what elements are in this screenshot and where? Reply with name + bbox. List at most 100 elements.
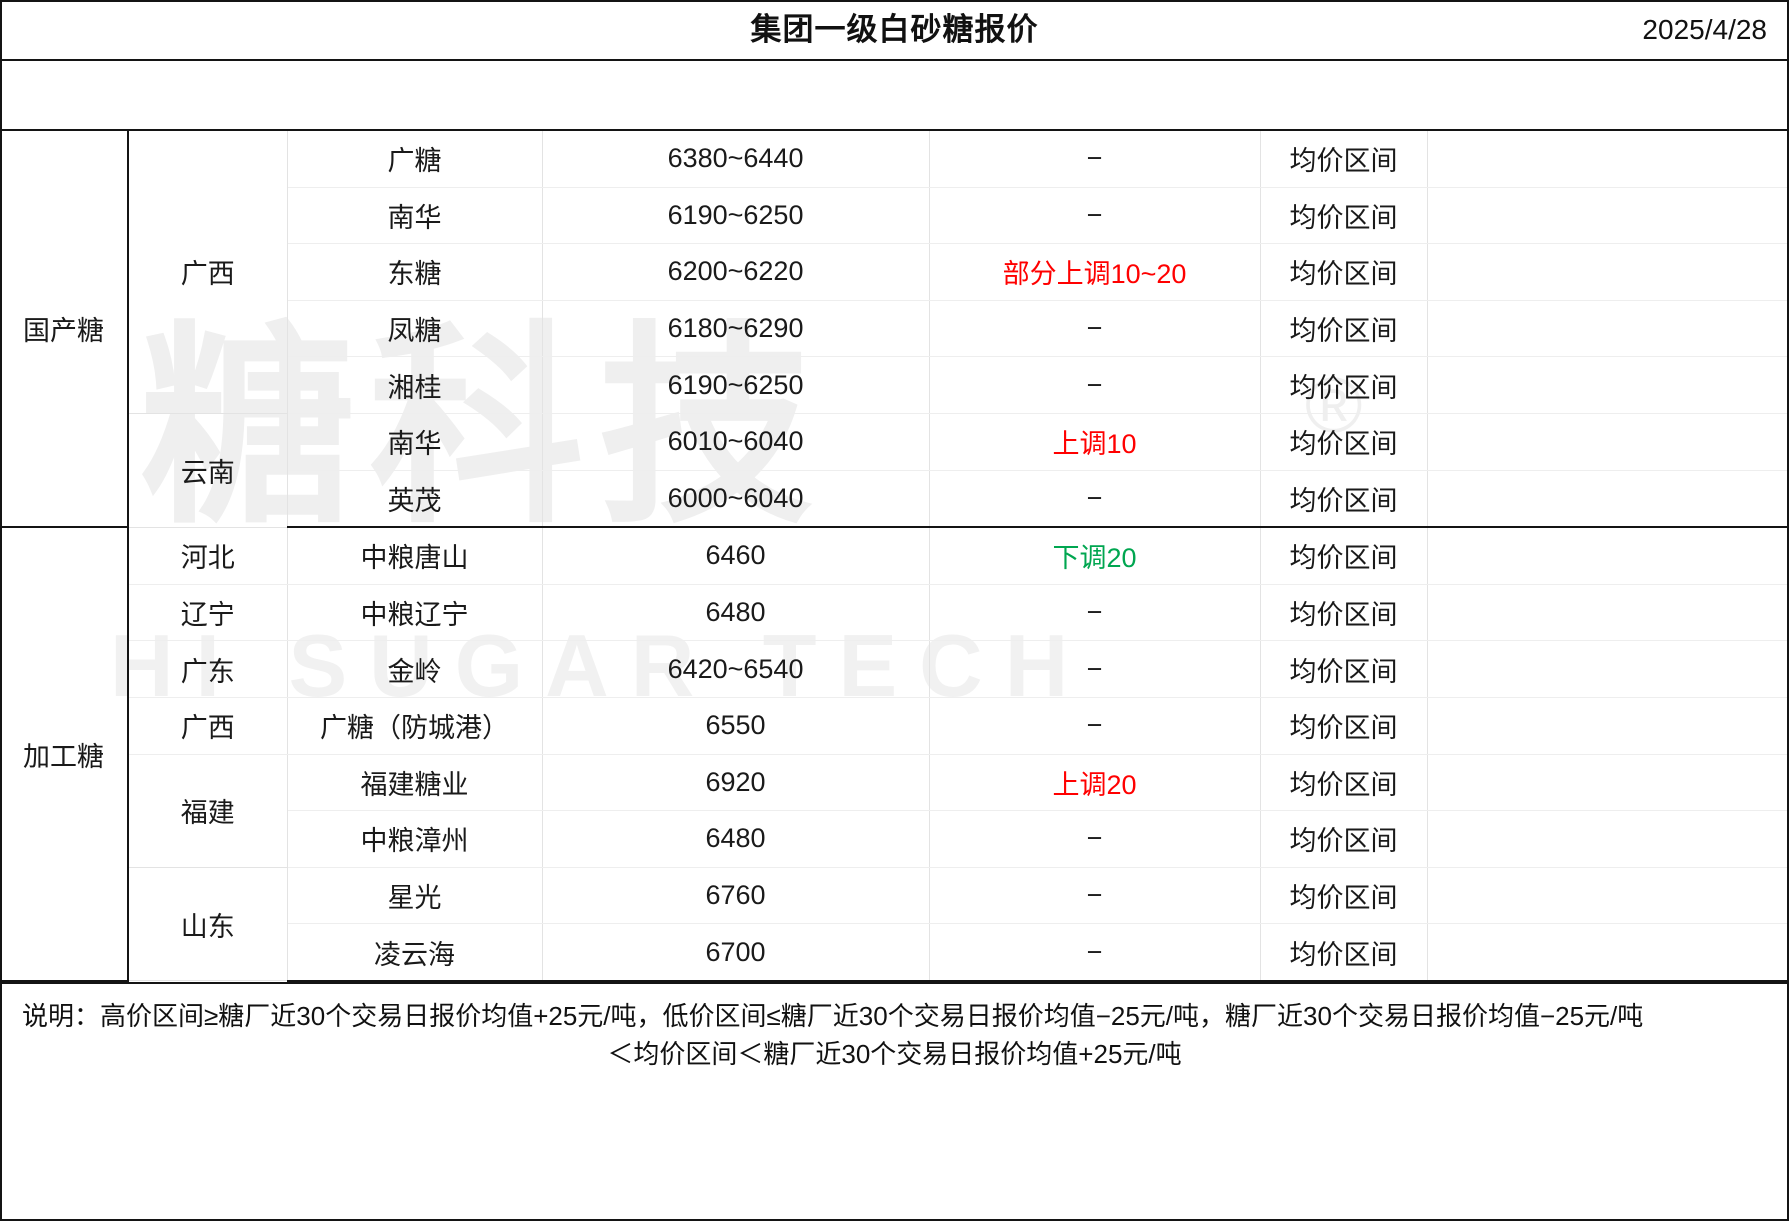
table-row: 加工糖 河北 中粮唐山 6460 下调20 均价区间 [0, 527, 1789, 982]
change-cell: − [929, 640, 1261, 698]
change-cell: − [929, 697, 1261, 755]
price-cell: 6420~6540 [542, 640, 930, 698]
group-cell: 福建糖业 [287, 754, 543, 812]
table-header: 产区 集团 今日报价（元） 较上日涨跌（元） 区间位置 备注 [0, 61, 1789, 131]
range-cell: 均价区间 [1260, 356, 1428, 414]
note-cell [1427, 130, 1789, 188]
range-cell: 均价区间 [1260, 413, 1428, 471]
range-cell: 均价区间 [1260, 584, 1428, 642]
change-cell: − [929, 130, 1261, 188]
note-cell [1427, 413, 1789, 471]
footer-note: 说明：高价区间≥糖厂近30个交易日报价均值+25元/吨，低价区间≤糖厂近30个交… [0, 981, 1789, 1083]
change-cell: − [929, 584, 1261, 642]
note-cell [1427, 697, 1789, 755]
price-table: 产区 集团 今日报价（元） 较上日涨跌（元） 区间位置 备注 国产糖 广西 广糖 63… [0, 61, 1789, 982]
table-row: 辽宁 中粮辽宁 6480− 均价区间 [0, 584, 1789, 642]
note-cell [1427, 923, 1789, 982]
price-cell: 6180~6290 [542, 300, 930, 358]
group-cell: 南华 [287, 187, 543, 245]
note-cell [1427, 754, 1789, 812]
range-cell: 均价区间 [1260, 243, 1428, 301]
note-cell [1427, 300, 1789, 358]
table-row: 山东 星光 6760− 均价区间 [0, 867, 1789, 982]
change-cell: − [929, 187, 1261, 245]
table-body: 国产糖 广西 广糖 6380~6440− 均价区间 南华 6190~6250− 均价区间 东糖 6… [0, 130, 1789, 982]
table-row: 东糖 6200~6220 部分上调10~20 均价区间 [0, 243, 1789, 301]
price-cell: 6700 [542, 923, 930, 982]
change-cell: 下调20 [929, 527, 1261, 585]
page-title: 集团一级白砂糖报价 [750, 12, 1039, 47]
price-cell: 6550 [542, 697, 930, 755]
price-cell: 6380~6440 [542, 130, 930, 188]
column-header-region: 产区 [0, 61, 288, 131]
footer-line-2: ＜均价区间＜糖厂近30个交易日报价均值+25元/吨 [607, 1038, 1182, 1069]
table-row: 湘桂 6190~6250− 均价区间 [0, 356, 1789, 414]
note-cell [1427, 356, 1789, 414]
category-cell: 国产糖 [0, 130, 129, 529]
table-row: 凤糖 6180~6290− 均价区间 [0, 300, 1789, 358]
note-cell [1427, 243, 1789, 301]
note-cell [1427, 584, 1789, 642]
range-cell: 均价区间 [1260, 527, 1428, 585]
group-cell: 湘桂 [287, 356, 543, 414]
column-header-group: 集团 [287, 61, 543, 131]
price-cell: 6190~6250 [542, 356, 930, 414]
group-cell: 中粮辽宁 [287, 584, 543, 642]
range-cell: 均价区间 [1260, 697, 1428, 755]
price-cell: 6480 [542, 584, 930, 642]
range-cell: 均价区间 [1260, 300, 1428, 358]
table-row: 凌云海 6700− 均价区间 [0, 923, 1789, 982]
footer-line-1: 说明：高价区间≥糖厂近30个交易日报价均值+25元/吨，低价区间≤糖厂近30个交… [22, 1000, 1644, 1031]
range-cell: 均价区间 [1260, 470, 1428, 529]
price-cell: 6480 [542, 810, 930, 868]
region-cell: 广西 [128, 130, 288, 414]
change-cell: 部分上调10~20 [929, 243, 1261, 301]
price-cell: 6190~6250 [542, 187, 930, 245]
group-cell: 中粮漳州 [287, 810, 543, 868]
region-cell: 辽宁 [128, 584, 288, 642]
category-cell: 加工糖 [0, 527, 129, 982]
note-cell [1427, 867, 1789, 925]
note-cell [1427, 527, 1789, 585]
price-cell: 6200~6220 [542, 243, 930, 301]
note-cell [1427, 640, 1789, 698]
region-cell: 云南 [128, 413, 288, 528]
change-cell: − [929, 923, 1261, 982]
table-row: 福建 福建糖业 6920 上调20 均价区间 [0, 754, 1789, 868]
group-cell: 广糖 [287, 130, 543, 188]
group-cell: 东糖 [287, 243, 543, 301]
column-header-change: 较上日涨跌（元） [929, 61, 1261, 131]
region-cell: 广东 [128, 640, 288, 698]
range-cell: 均价区间 [1260, 187, 1428, 245]
region-cell: 河北 [128, 527, 288, 585]
table-row: 国产糖 广西 广糖 6380~6440− 均价区间 [0, 130, 1789, 529]
column-header-range: 区间位置 [1260, 61, 1428, 131]
group-cell: 凤糖 [287, 300, 543, 358]
price-cell: 6460 [542, 527, 930, 585]
header-row: 产区 集团 今日报价（元） 较上日涨跌（元） 区间位置 备注 [0, 61, 1789, 131]
table-row: 云南 南华 6010~6040 上调10 均价区间 [0, 413, 1789, 528]
column-header-price: 今日报价（元） [542, 61, 930, 131]
change-cell: − [929, 470, 1261, 529]
table-row: 广西 广糖（防城港） 6550− 均价区间 [0, 697, 1789, 755]
group-cell: 星光 [287, 867, 543, 925]
range-cell: 均价区间 [1260, 130, 1428, 188]
price-cell: 6000~6040 [542, 470, 930, 529]
change-cell: − [929, 867, 1261, 925]
range-cell: 均价区间 [1260, 754, 1428, 812]
table-row: 中粮漳州 6480− 均价区间 [0, 810, 1789, 868]
price-cell: 6760 [542, 867, 930, 925]
group-cell: 英茂 [287, 470, 543, 529]
range-cell: 均价区间 [1260, 867, 1428, 925]
column-header-note: 备注 [1427, 61, 1789, 131]
region-cell: 广西 [128, 697, 288, 755]
title-bar: 集团一级白砂糖报价 2025/4/28 [0, 0, 1789, 61]
change-cell: − [929, 356, 1261, 414]
report-date: 2025/4/28 [1642, 14, 1767, 45]
range-cell: 均价区间 [1260, 923, 1428, 982]
change-cell: 上调10 [929, 413, 1261, 471]
range-cell: 均价区间 [1260, 640, 1428, 698]
change-cell: − [929, 810, 1261, 868]
table-row: 南华 6190~6250− 均价区间 [0, 187, 1789, 245]
note-cell [1427, 810, 1789, 868]
